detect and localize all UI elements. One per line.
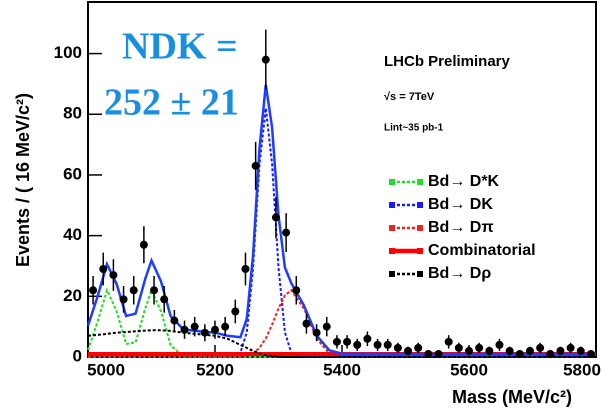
legend-marker [417,248,423,254]
data-point [383,340,392,349]
y-tick-label: 80 [63,104,82,123]
data-point [332,337,341,346]
data-point [292,286,301,295]
legend-marker [389,179,395,185]
data-point [150,286,159,295]
legend-label: Combinatorial [428,242,536,259]
x-tick-label: 5600 [450,360,488,379]
data-point [536,343,545,352]
data-point [89,286,98,295]
fit-curve [87,329,596,358]
data-point [190,322,199,331]
data-point [271,213,280,222]
data-point [363,334,372,343]
legend-label: Bd→ DK [428,196,493,213]
y-tick-label: 20 [63,286,82,305]
yield-value: 252 ± 21 [104,82,239,124]
data-point [211,325,219,334]
data-point [231,307,240,316]
data-point [475,343,484,352]
data-point [373,340,382,349]
legend-marker [417,202,423,208]
y-axis-label: Events / ( 16 MeV/c²) [13,93,33,267]
data-point [312,328,321,337]
x-tick-label: 5000 [87,360,125,379]
data-point [200,328,209,337]
legend-label: Bd→ Dπ [428,219,494,236]
data-point [241,265,250,274]
data-point [139,240,148,249]
data-point [170,316,179,325]
data-point [251,161,260,170]
data-point [465,346,473,355]
legend-marker [389,271,395,277]
legend-marker [417,179,423,185]
legend-marker [389,225,395,231]
x-axis-label: Mass (MeV/c²) [452,387,572,407]
data-point [454,343,463,352]
data-point [282,228,291,237]
legend-marker [389,202,395,208]
data-point [393,343,402,352]
energy-label: √s = 7TeV [384,91,435,103]
data-point [343,337,352,346]
data-point [424,349,433,358]
x-tick-label: 5800 [563,360,601,379]
data-point [414,343,423,352]
data-point [353,340,362,349]
data-point [566,343,575,352]
data-point [99,265,108,274]
legend-marker [417,225,423,231]
data-point [586,349,595,358]
yield-label: NDK = [122,26,238,68]
data-point [302,319,311,328]
legend-label: Bd→ D*K [428,173,500,190]
data-point [525,346,534,355]
data-point [404,346,413,355]
data-point [129,286,138,295]
y-tick-label: 100 [54,43,82,62]
data-point [180,325,189,334]
data-point [434,349,443,358]
x-tick-label: 5400 [323,360,361,379]
legend-marker [417,271,423,277]
data-point [261,55,270,64]
data-point [505,346,514,355]
experiment-label: LHCb Preliminary [384,53,511,70]
y-tick-label: 0 [73,346,82,365]
data-point [119,295,128,304]
data-point [556,346,565,355]
y-tick-label: 40 [63,225,82,244]
data-point [221,322,230,331]
fit-curve [86,84,596,356]
data-point [485,346,494,355]
data-point [495,340,504,349]
data-point [576,346,585,355]
x-tick-label: 5200 [196,360,234,379]
data-point [444,337,453,346]
legend-marker [389,248,395,254]
data-point [515,349,524,358]
data-point [160,295,169,304]
luminosity-label: Lint~35 pb-1 [384,123,444,134]
legend-label: Bd→ Dρ [428,265,491,282]
y-tick-label: 60 [63,164,82,183]
data-point [546,349,555,358]
data-point [322,322,331,331]
data-point [109,271,118,280]
